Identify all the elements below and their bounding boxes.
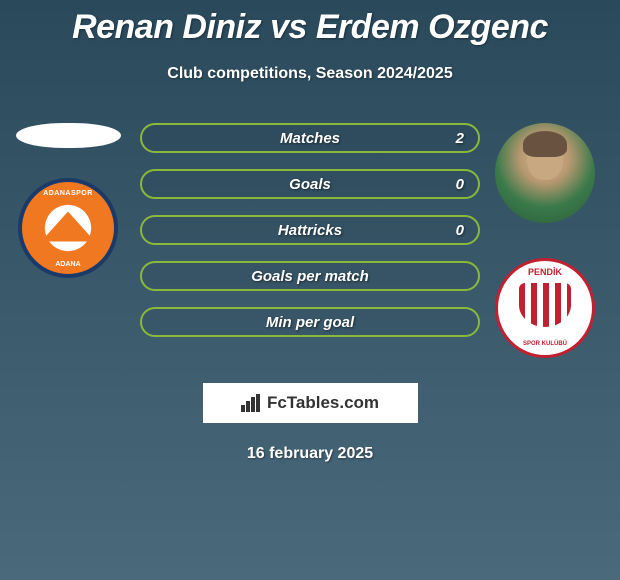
watermark-text: FcTables.com <box>267 393 379 413</box>
club-badge-left-sub: ADANA <box>22 261 114 268</box>
stat-value-right: 0 <box>456 176 464 193</box>
comparison-content: ADANA Matches 2 Goals 0 Hattricks 0 Goal… <box>0 123 620 373</box>
left-column: ADANA <box>8 123 128 278</box>
subtitle: Club competitions, Season 2024/2025 <box>0 65 620 83</box>
watermark: FcTables.com <box>203 383 418 423</box>
stat-value-right: 0 <box>456 222 464 239</box>
stat-row-goals-per-match: Goals per match <box>140 261 480 291</box>
stat-row-min-per-goal: Min per goal <box>140 307 480 337</box>
club-badge-right-sub: SPOR KULÜBÜ <box>498 341 592 347</box>
player-right-photo <box>495 123 595 223</box>
stat-label: Goals <box>289 176 331 193</box>
stat-value-right: 2 <box>456 130 464 147</box>
bar-chart-icon <box>241 394 261 412</box>
club-badge-right: SPOR KULÜBÜ <box>495 258 595 358</box>
stat-row-matches: Matches 2 <box>140 123 480 153</box>
page-title: Renan Diniz vs Erdem Ozgenc <box>0 0 620 47</box>
stat-label: Min per goal <box>266 314 354 331</box>
right-column: SPOR KULÜBÜ <box>490 123 600 358</box>
date: 16 february 2025 <box>0 445 620 463</box>
stat-label: Hattricks <box>278 222 342 239</box>
stat-row-goals: Goals 0 <box>140 169 480 199</box>
stat-label: Matches <box>280 130 340 147</box>
club-badge-left: ADANA <box>18 178 118 278</box>
player-left-placeholder <box>16 123 121 148</box>
stat-label: Goals per match <box>251 268 369 285</box>
stats-list: Matches 2 Goals 0 Hattricks 0 Goals per … <box>140 123 480 353</box>
stat-row-hattricks: Hattricks 0 <box>140 215 480 245</box>
